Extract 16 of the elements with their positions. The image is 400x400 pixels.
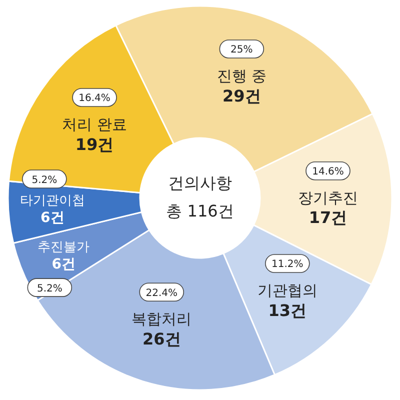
slice-label: 추진불가 [38,240,90,256]
slice-label: 장기추진 [298,188,358,207]
slice-label: 진행 중 [216,67,267,86]
text: 총 116건 [166,201,234,220]
data-label: 19건 [75,134,114,154]
data-label: 6건 [52,256,76,272]
data-label: 13건 [268,300,307,320]
data-label: 17건 [308,208,348,228]
data-label: 26건 [142,329,181,348]
slice-label: 처리 완료 [62,116,127,134]
data-label: 29건 [222,86,261,106]
slice-label: 타기관이첩 [20,194,85,209]
text: 건의사항 [168,173,232,192]
slice-label: 복합처리 [132,310,192,328]
data-label: 6건 [40,210,64,226]
slice-label: 기관협의 [257,282,318,300]
